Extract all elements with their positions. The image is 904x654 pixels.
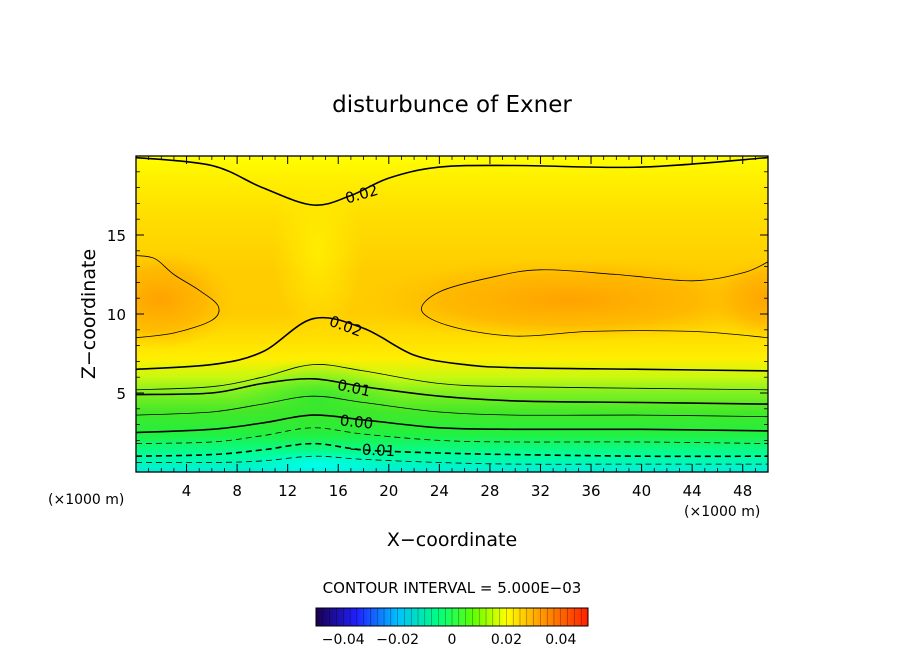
- contour-interval-text: CONTOUR INTERVAL = 5.000E−03: [323, 579, 582, 597]
- x-unit-left: (×1000 m): [48, 492, 124, 508]
- x-tick-label: 24: [430, 482, 449, 500]
- contour-label: 0.00: [339, 411, 374, 432]
- chart-title: disturbunce of Exner: [332, 92, 572, 118]
- contour-line: [136, 156, 768, 206]
- x-unit-right: (×1000 m): [684, 504, 760, 520]
- y-tick-label: 10: [107, 306, 126, 324]
- colorbar: −0.04 −0.02 0 0.02 0.04: [315, 607, 589, 648]
- field-cyan-bump: [248, 451, 388, 472]
- x-axis-ticks: 4 8 12 16 20 24 28 32 36 40 44 48: [148, 156, 756, 500]
- colorbar-tick-label: 0: [448, 632, 457, 648]
- field-neck: [273, 160, 363, 340]
- contour-line: [420, 261, 768, 339]
- x-tick-label: 36: [581, 482, 600, 500]
- x-tick-label: 44: [683, 482, 702, 500]
- field-max-left: [136, 250, 235, 350]
- x-tick-label: 20: [379, 482, 398, 500]
- field-shading: [136, 156, 768, 472]
- contour-line: [136, 377, 768, 405]
- x-tick-label: 8: [232, 482, 242, 500]
- y-axis-label: Z−coordinate: [78, 249, 100, 379]
- colorbar-ticks: −0.04 −0.02 0 0.02 0.04: [322, 632, 577, 648]
- x-tick-label: 48: [733, 482, 752, 500]
- contour-line: [136, 316, 768, 372]
- contour-line: [136, 395, 768, 418]
- contour-line: [136, 255, 220, 339]
- contour-line: [136, 364, 768, 391]
- contour-label: −0.01: [349, 440, 396, 460]
- contour-line: [136, 414, 768, 434]
- y-tick-label: 5: [116, 385, 126, 403]
- contour-line: [136, 427, 768, 444]
- colorbar-tick-label: 0.04: [545, 632, 576, 648]
- x-axis-label: X−coordinate: [387, 529, 517, 551]
- x-tick-label: 4: [182, 482, 192, 500]
- x-tick-label: 16: [329, 482, 348, 500]
- x-tick-label: 12: [278, 482, 297, 500]
- field-max-right-edge: [708, 258, 768, 338]
- x-tick-label: 28: [480, 482, 499, 500]
- colorbar-tick-label: −0.02: [376, 632, 419, 648]
- x-tick-label: 40: [632, 482, 651, 500]
- colorbar-tick-label: −0.04: [322, 632, 365, 648]
- y-tick-label: 15: [107, 227, 126, 245]
- colorbar-tick-label: 0.02: [491, 632, 522, 648]
- colorbar-frame: [315, 607, 589, 627]
- y-axis-ticks: 5 10 15: [107, 171, 768, 457]
- contour-line: [136, 442, 768, 458]
- colorbar-stripes: [322, 608, 582, 626]
- x-tick-label: 32: [531, 482, 550, 500]
- contour-line: [136, 455, 768, 465]
- contour-lines: [136, 156, 768, 465]
